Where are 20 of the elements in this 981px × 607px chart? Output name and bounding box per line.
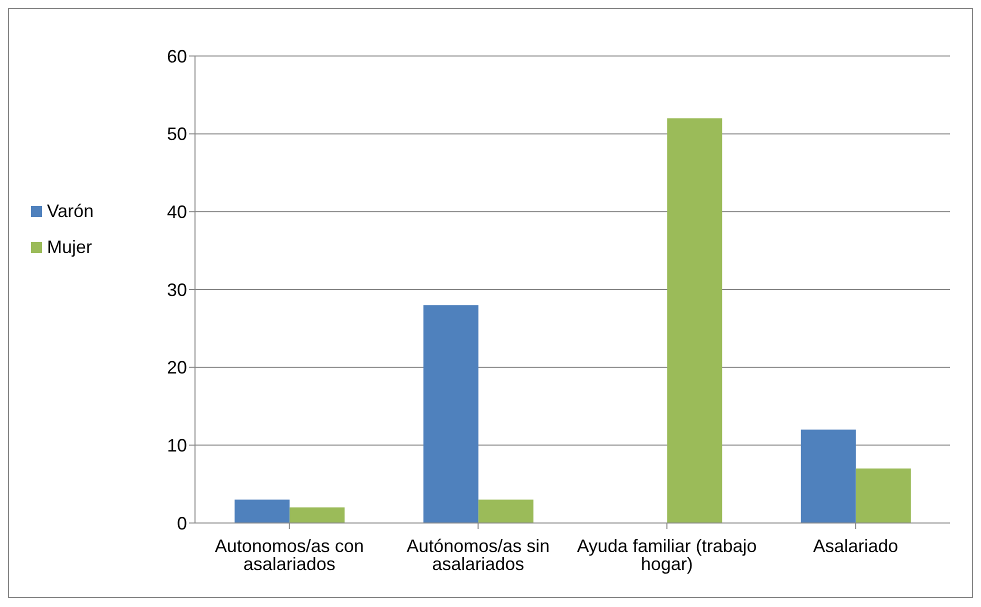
y-tick-label: 50: [166, 124, 187, 144]
x-tick-label: Asalariado: [813, 536, 898, 556]
legend-label: Mujer: [47, 236, 92, 259]
x-tick-label: Ayuda familiar (trabajo hogar): [576, 536, 757, 574]
y-tick-label: 10: [166, 436, 187, 456]
y-tick-label: 40: [166, 202, 187, 222]
x-tick-label: Autonomos/as con asalariados: [214, 536, 364, 574]
bar: [290, 507, 345, 523]
legend-label: Varón: [47, 200, 94, 223]
bar: [423, 305, 478, 523]
bar: [667, 118, 722, 523]
bar: [234, 500, 290, 523]
y-tick-label: 0: [176, 513, 187, 534]
y-tick-label: 60: [166, 46, 187, 66]
x-tick-label: Autónomos/as sin asalariados: [406, 536, 550, 574]
bar: [478, 500, 534, 523]
bar: [856, 468, 911, 523]
y-tick-label: 20: [166, 358, 187, 378]
y-tick-label: 30: [166, 280, 187, 300]
bar: [800, 430, 856, 523]
